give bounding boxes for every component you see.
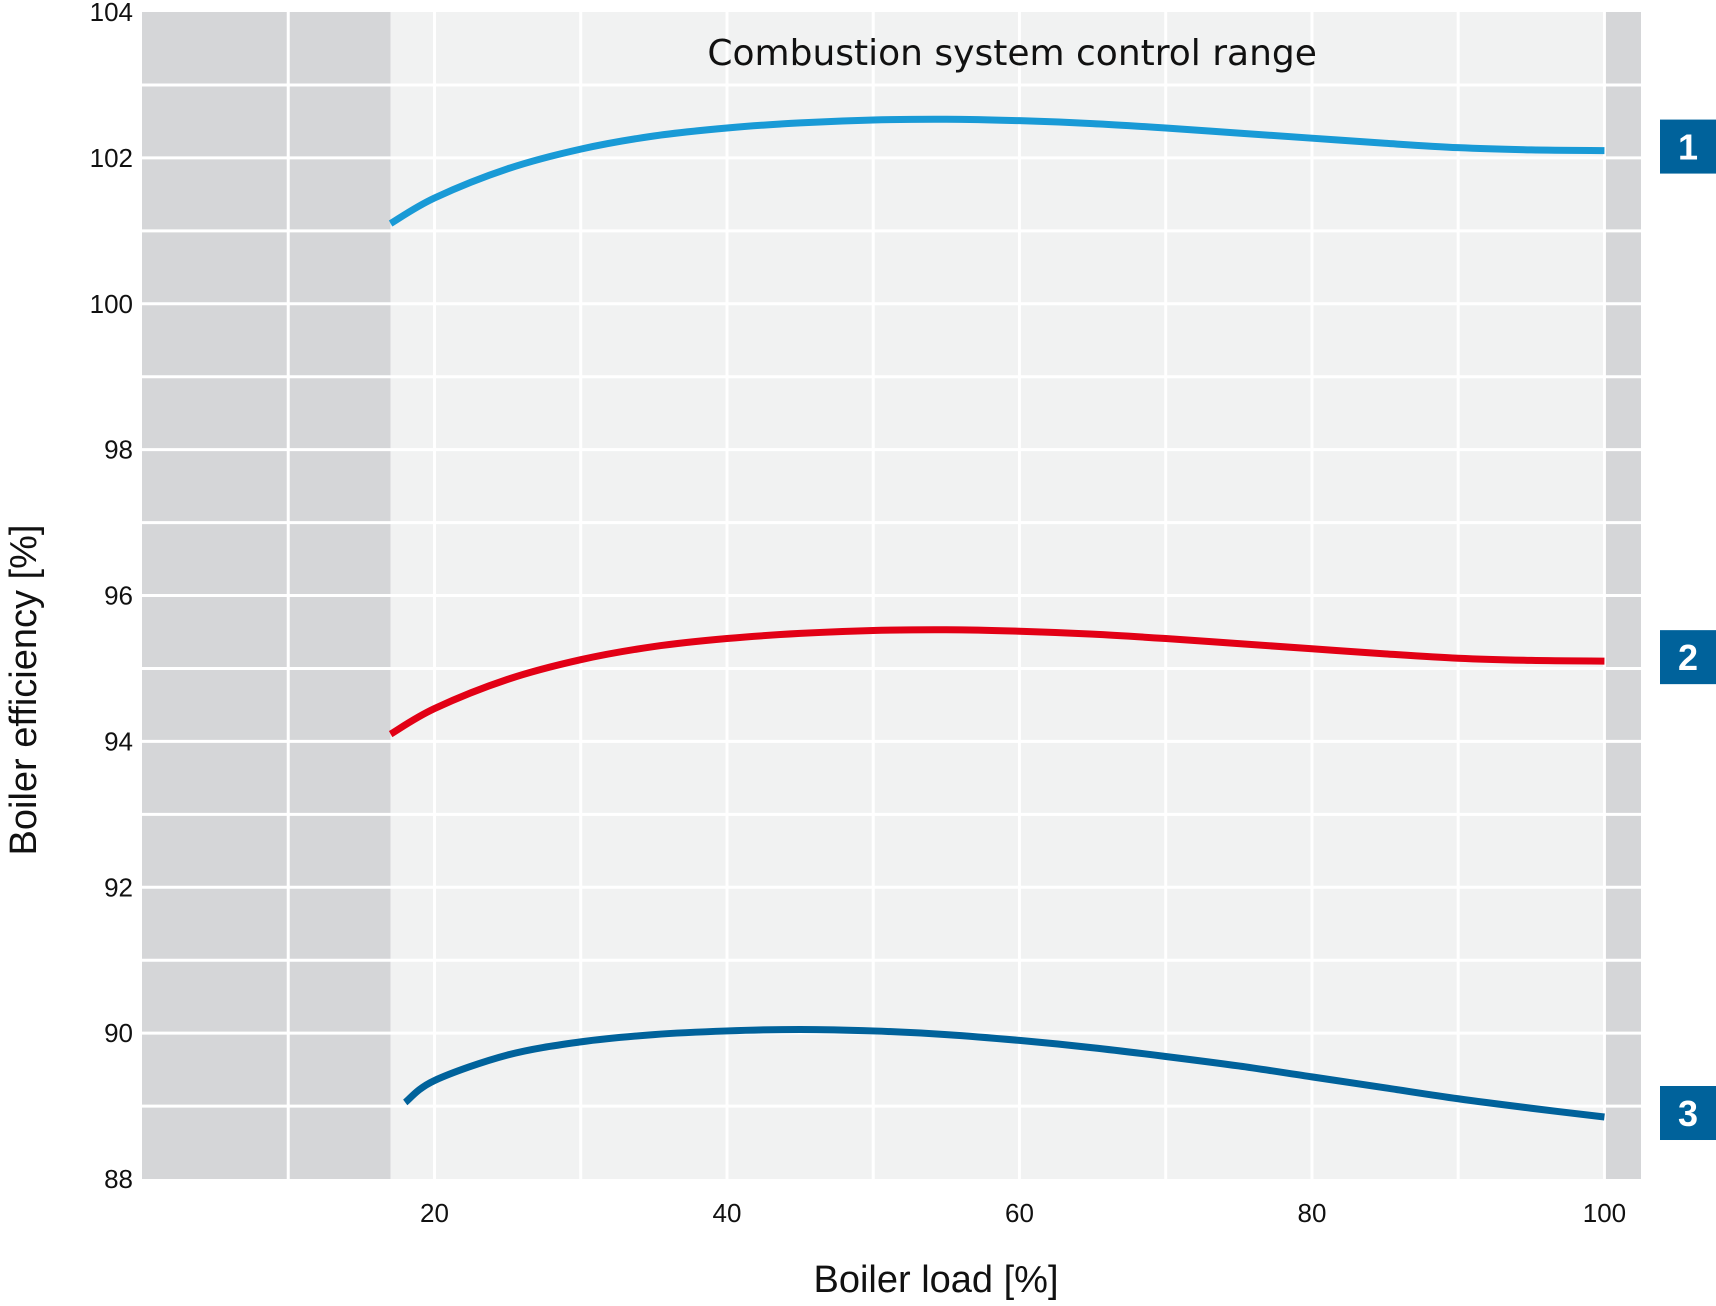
y-tick-label: 90 [104, 1018, 133, 1048]
y-axis-label: Boiler efficiency [%] [3, 525, 45, 856]
x-axis-label: Boiler load [%] [813, 1259, 1058, 1301]
x-tick-label: 40 [713, 1198, 742, 1228]
series-badge-3: 3 [1678, 1093, 1698, 1134]
y-tick-label: 100 [90, 289, 133, 319]
series-badge-box-1 [1660, 119, 1716, 174]
series-badge-1: 1 [1678, 127, 1698, 168]
y-tick-label: 88 [104, 1164, 133, 1194]
y-tick-label: 92 [104, 872, 133, 902]
control-range-label-group: Combustion system control range [707, 33, 1317, 74]
series-badge-2: 2 [1678, 637, 1698, 678]
series-badge-box-2 [1660, 630, 1716, 685]
x-tick-label: 80 [1297, 1198, 1326, 1228]
y-tick-label: 102 [90, 143, 133, 173]
series-line-3 [402, 1025, 1605, 1121]
grid-lines [142, 12, 1641, 1179]
x-tick-label: 100 [1583, 1198, 1626, 1228]
y-tick-label: 94 [104, 726, 133, 756]
series-line-1 [388, 115, 1605, 227]
control-range-label: Combustion system control range [707, 33, 1317, 74]
tick-labels: 20 40 60 80 100 88 90 92 94 96 98 100 102 104 [90, 0, 1627, 1228]
series-badges: 1 2 3 [1660, 119, 1716, 1141]
series-line-2 [388, 626, 1605, 738]
y-tick-label: 96 [104, 581, 133, 611]
x-tick-label: 20 [420, 1198, 449, 1228]
series-badge-box-3 [1660, 1086, 1716, 1141]
y-tick-label: 98 [104, 435, 133, 465]
series-lines [388, 115, 1605, 1121]
x-tick-label: 60 [1005, 1198, 1034, 1228]
y-tick-label: 104 [90, 0, 133, 27]
